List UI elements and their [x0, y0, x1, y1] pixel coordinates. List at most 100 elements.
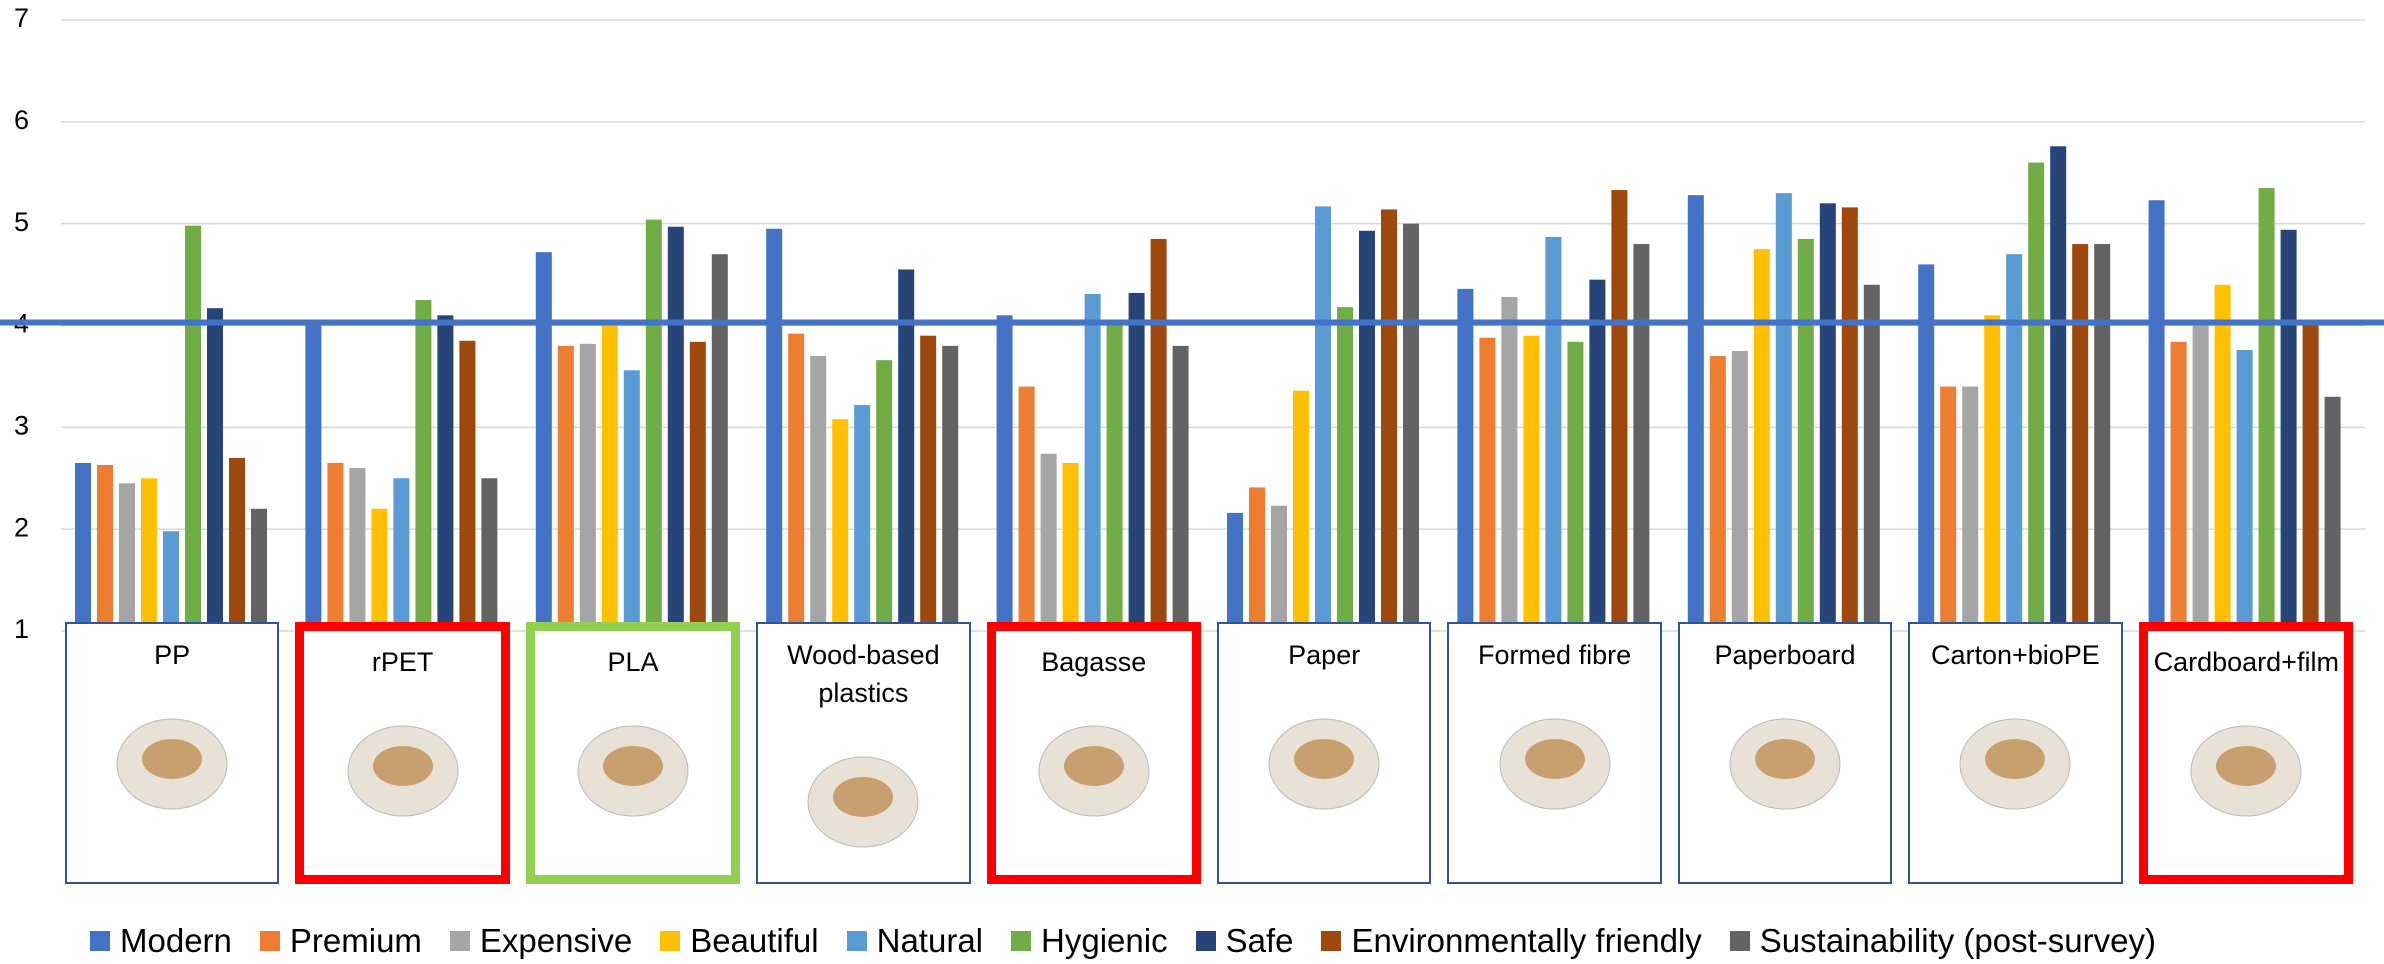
bar — [2072, 244, 2089, 632]
category-label: Carton+bioPE — [1930, 640, 2100, 670]
bar — [1315, 206, 1331, 632]
y-tick-label: 1 — [14, 614, 29, 644]
product-photo — [807, 756, 919, 848]
bar — [788, 333, 805, 631]
bar — [2302, 325, 2319, 631]
bar — [1106, 325, 1123, 631]
y-tick-label: 7 — [14, 3, 29, 33]
bar — [1479, 337, 1496, 631]
product-detail — [2215, 746, 2276, 786]
bar — [1271, 505, 1287, 631]
legend-label: Environmentally friendly — [1351, 922, 1702, 959]
legend-item: Safe — [1195, 922, 1293, 960]
bar — [349, 468, 366, 631]
bar — [2028, 162, 2045, 632]
bar — [1018, 386, 1035, 631]
category-box: Paper — [1217, 622, 1432, 884]
product-photo — [1499, 718, 1611, 810]
bar — [97, 465, 113, 631]
legend-swatch — [1195, 931, 1216, 951]
bar — [305, 322, 322, 631]
bar — [689, 341, 706, 631]
legend-label: Premium — [289, 922, 422, 959]
bar — [535, 252, 552, 631]
bar — [1775, 193, 1792, 631]
bar — [415, 300, 432, 631]
legend-item: Premium — [259, 922, 422, 960]
bar — [1249, 487, 1265, 631]
bar — [163, 531, 179, 631]
bar — [207, 308, 223, 631]
bar — [2214, 284, 2231, 631]
bar — [2258, 188, 2275, 631]
legend-item: Hygienic — [1011, 922, 1168, 960]
bar — [711, 254, 728, 631]
category-label: PLA — [607, 647, 659, 677]
bar — [2006, 254, 2023, 631]
bar — [1687, 195, 1704, 632]
bar — [1150, 238, 1167, 632]
category-box: Bagasse — [986, 622, 1201, 884]
product-photo — [1038, 725, 1150, 817]
bar — [1084, 293, 1101, 631]
bar — [623, 370, 640, 631]
product-detail — [833, 777, 894, 817]
legend-label: Sustainability (post-survey) — [1759, 922, 2156, 959]
category-box: Paperboard — [1677, 622, 1893, 884]
bar — [1359, 230, 1375, 632]
bar — [2236, 349, 2253, 631]
category-box: Carton+bioPE — [1908, 622, 2123, 884]
legend-swatch — [660, 931, 681, 951]
legend-swatch — [259, 931, 280, 951]
y-tick-label: 2 — [14, 512, 29, 542]
bar — [1293, 390, 1309, 631]
bar — [119, 483, 135, 631]
product-photo — [2190, 725, 2302, 817]
legend-swatch — [90, 931, 110, 951]
bar — [481, 478, 498, 631]
bar — [645, 219, 662, 632]
legend-item: Beautiful — [660, 922, 819, 960]
bar — [1731, 350, 1748, 631]
bar — [557, 345, 574, 631]
bar — [1567, 341, 1584, 631]
bar — [810, 356, 827, 631]
bar — [459, 340, 476, 631]
bar — [579, 343, 596, 631]
bar — [1545, 236, 1562, 631]
bar — [185, 225, 201, 631]
legend-label: Beautiful — [690, 922, 819, 959]
bar — [393, 478, 410, 631]
bar — [601, 325, 618, 631]
y-tick-label: 5 — [14, 207, 29, 237]
bar — [1611, 190, 1628, 632]
bar — [1589, 279, 1606, 631]
legend-item: Natural — [846, 922, 983, 960]
bar — [75, 462, 91, 631]
bar — [1918, 264, 1935, 631]
bar — [1403, 223, 1419, 631]
product-detail — [1294, 739, 1355, 779]
bar — [667, 226, 684, 631]
bar — [141, 478, 157, 631]
legend-item: Modern — [90, 922, 232, 960]
bar — [1040, 453, 1057, 631]
bar — [920, 335, 937, 631]
legend-swatch — [449, 931, 470, 951]
category-label: PP — [154, 640, 191, 670]
product-detail — [1063, 746, 1124, 786]
category-label: Cardboard+film — [2153, 647, 2339, 677]
category-box: Wood-based plastics — [756, 622, 971, 884]
category-box: Formed fibre — [1447, 622, 1662, 884]
bar — [942, 345, 959, 631]
bar — [2192, 325, 2209, 631]
legend-swatch — [846, 931, 867, 951]
legend-label: Modern — [120, 922, 232, 959]
y-tick-label: 3 — [14, 410, 29, 440]
product-detail — [1754, 739, 1815, 779]
bar — [1227, 512, 1243, 631]
bar — [1172, 345, 1189, 631]
bar — [371, 508, 388, 631]
legend-swatch — [1729, 931, 1750, 951]
